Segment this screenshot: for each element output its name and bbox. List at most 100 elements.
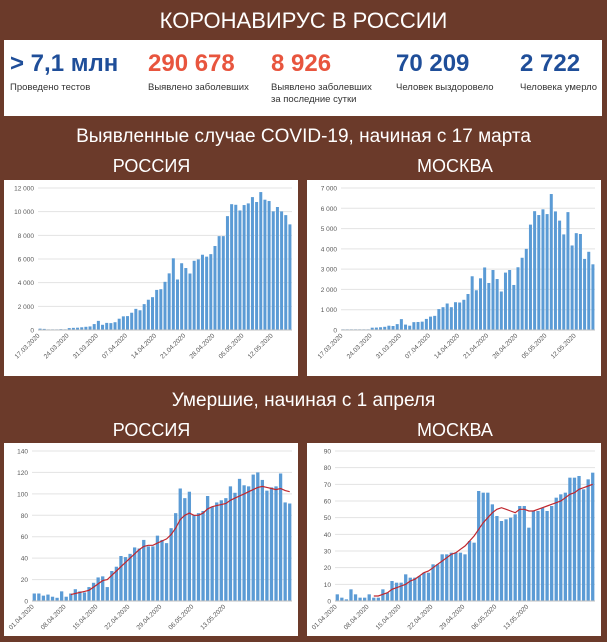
bar	[537, 215, 541, 330]
bar	[80, 327, 84, 330]
bar	[426, 572, 431, 601]
bar	[470, 276, 474, 330]
stat-label: Выявлено заболевших за последние сутки	[271, 82, 372, 105]
y-tick-label: 10 000	[14, 209, 34, 216]
bar	[374, 327, 378, 330]
bar	[132, 547, 137, 601]
x-tick-label: 01.04.2020	[311, 603, 339, 631]
bar	[188, 273, 192, 330]
bar	[520, 257, 524, 330]
x-tick-label: 13.05.2020	[199, 603, 227, 631]
bar	[64, 596, 68, 601]
x-tick-label: 24.03.2020	[346, 332, 374, 360]
bar	[431, 564, 435, 601]
y-tick-label: 100	[17, 491, 28, 498]
bar	[200, 254, 204, 330]
bar	[269, 487, 274, 601]
bar	[259, 192, 263, 330]
bar	[570, 245, 574, 330]
bar	[545, 214, 549, 330]
bar	[180, 263, 184, 330]
bar	[87, 587, 91, 601]
bar	[376, 597, 380, 601]
bar	[424, 318, 428, 330]
bar	[88, 326, 92, 330]
bar	[395, 324, 399, 330]
y-tick-label: 50	[324, 515, 332, 522]
bar	[445, 303, 449, 330]
bar	[463, 554, 467, 601]
bar	[562, 234, 566, 330]
bar	[408, 325, 412, 330]
bar	[101, 324, 105, 330]
y-tick-label: 20	[324, 565, 332, 572]
stat-label: Человек выздоровело	[396, 82, 494, 93]
y-tick-label: 0	[30, 328, 34, 335]
bar	[42, 328, 46, 330]
bar	[151, 546, 155, 601]
bar	[524, 248, 528, 330]
bar	[178, 488, 182, 601]
bar	[422, 572, 426, 601]
bar	[335, 594, 339, 601]
bar	[527, 527, 531, 601]
bar	[201, 511, 205, 601]
bar	[91, 582, 96, 601]
bar	[192, 515, 196, 601]
stats-panel: > 7,1 млн Проведено тестов 290 678 Выявл…	[4, 40, 602, 116]
bar	[274, 486, 278, 601]
bar	[146, 299, 150, 330]
bar	[126, 316, 130, 330]
bar	[138, 310, 142, 330]
bar	[192, 260, 196, 330]
x-tick-label: 22.04.2020	[104, 603, 132, 631]
bar	[399, 319, 403, 330]
bar	[128, 553, 132, 601]
bar	[255, 201, 259, 330]
bar	[205, 496, 210, 601]
x-tick-label: 21.04.2020	[462, 332, 490, 360]
bar	[381, 589, 385, 601]
bar	[71, 327, 75, 330]
y-tick-label: 0	[333, 328, 337, 335]
y-tick-label: 10	[324, 582, 332, 589]
bar	[540, 507, 545, 601]
bar	[160, 539, 164, 601]
bar	[404, 574, 408, 601]
x-tick-label: 31.03.2020	[72, 332, 100, 360]
y-tick-label: 4 000	[321, 246, 338, 253]
bar	[566, 212, 570, 330]
y-tick-label: 80	[324, 465, 332, 472]
bar	[481, 492, 485, 601]
bar	[219, 500, 223, 601]
y-tick-label: 1 000	[321, 307, 338, 314]
bar	[591, 472, 595, 601]
bar	[429, 316, 433, 330]
bar	[142, 539, 146, 601]
bar	[404, 324, 408, 330]
y-tick-label: 0	[24, 599, 28, 606]
y-tick-label: 3 000	[321, 267, 338, 274]
bar	[420, 321, 424, 330]
x-tick-label: 12.05.2020	[550, 332, 578, 360]
x-tick-label: 05.05.2020	[218, 332, 246, 360]
x-tick-label: 07.04.2020	[101, 332, 129, 360]
bar	[379, 327, 383, 330]
bar	[113, 322, 117, 330]
bar	[437, 309, 441, 330]
bar	[583, 258, 587, 330]
bar	[467, 541, 472, 601]
y-tick-label: 80	[21, 513, 29, 520]
bar	[449, 552, 453, 601]
y-tick-label: 8 000	[18, 233, 35, 240]
bar	[531, 511, 536, 601]
bar	[578, 233, 582, 330]
bar	[221, 236, 225, 330]
bar	[117, 318, 121, 330]
bar	[251, 474, 255, 601]
y-tick-label: 5 000	[321, 226, 338, 233]
bar	[591, 264, 595, 330]
x-tick-label: 22.04.2020	[407, 603, 435, 631]
bar	[123, 557, 128, 601]
